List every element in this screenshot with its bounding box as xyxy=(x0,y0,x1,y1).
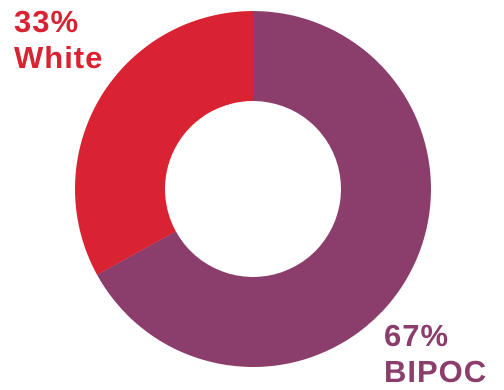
label-bipoc-pct: 67% xyxy=(384,318,450,353)
label-white-name: White xyxy=(14,40,104,75)
label-bipoc-name: BIPOC xyxy=(384,354,488,389)
slice-white xyxy=(74,11,253,275)
label-white-pct: 33% xyxy=(14,4,80,39)
slice-bipoc xyxy=(97,11,432,367)
label-bipoc: 67% BIPOC xyxy=(384,318,487,390)
label-white: 33% White xyxy=(14,4,103,76)
